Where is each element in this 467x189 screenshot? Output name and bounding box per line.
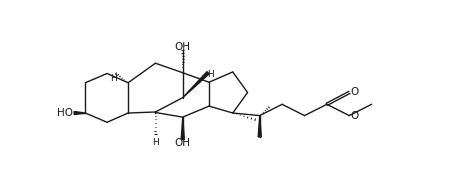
Text: H: H: [110, 74, 117, 83]
Polygon shape: [181, 117, 184, 139]
Text: HO: HO: [57, 108, 72, 118]
Polygon shape: [258, 116, 262, 137]
Polygon shape: [74, 112, 85, 115]
Text: O: O: [351, 88, 359, 98]
Text: O: O: [351, 111, 359, 121]
Text: OH: OH: [175, 42, 191, 52]
Text: OH: OH: [175, 138, 191, 148]
Text: H: H: [152, 138, 159, 146]
Text: H: H: [207, 70, 214, 79]
Polygon shape: [183, 72, 209, 98]
